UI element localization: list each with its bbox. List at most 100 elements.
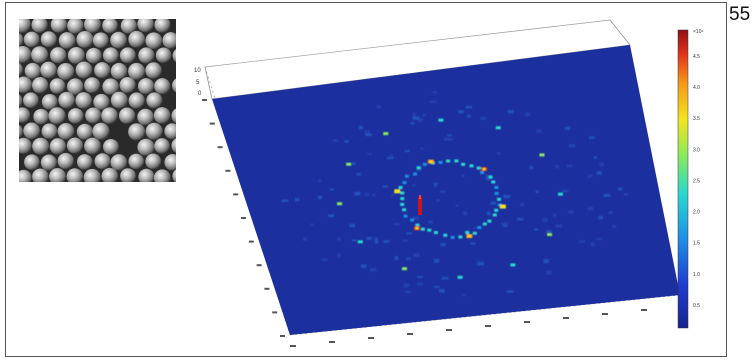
speckle (596, 237, 603, 241)
sphere (138, 47, 155, 64)
sphere (85, 47, 102, 64)
sphere (153, 107, 171, 124)
sphere (110, 62, 128, 80)
speckle (593, 156, 597, 159)
speckle (337, 237, 341, 241)
sphere (101, 107, 118, 125)
speckle (358, 125, 363, 130)
speckle (555, 164, 559, 169)
sphere (128, 92, 145, 109)
colorbar-tick-label: 1.5 (693, 241, 700, 247)
speckle (566, 164, 573, 168)
speckle (386, 156, 394, 160)
diffraction-spot (547, 233, 553, 237)
sphere (172, 49, 176, 63)
speckle (350, 162, 356, 165)
sphere (137, 19, 154, 33)
speckle (337, 253, 341, 258)
speckle (394, 256, 399, 261)
sphere (137, 138, 155, 156)
diffraction-spot (410, 218, 415, 222)
diffraction-spot (482, 168, 486, 171)
diffraction-spot (488, 175, 493, 179)
diffraction-spot (403, 214, 408, 218)
sphere (145, 32, 163, 50)
diffraction-spot (496, 197, 501, 201)
sphere (19, 124, 24, 139)
speckle (448, 138, 454, 141)
speckle (461, 293, 466, 296)
sphere (92, 32, 109, 49)
sphere (67, 46, 85, 64)
axis-tick-mark (329, 341, 335, 343)
sphere (57, 62, 75, 81)
speckle (506, 290, 514, 293)
sphere (85, 107, 102, 124)
axis-tick-mark (368, 337, 374, 339)
sphere (19, 169, 32, 182)
speckle (433, 182, 438, 187)
sphere (102, 19, 118, 34)
speckle (564, 126, 570, 130)
sphere (19, 19, 31, 33)
speckle (486, 211, 491, 216)
speckle (422, 113, 426, 117)
sphere (164, 153, 176, 171)
diffraction-spot (510, 263, 516, 267)
axis-tick-mark (217, 146, 223, 149)
speckle (404, 290, 412, 294)
diffraction-spot (401, 267, 407, 271)
speckle (519, 202, 525, 207)
speckle (356, 172, 362, 176)
speckle (536, 129, 542, 134)
speckle (417, 282, 423, 286)
speckle (611, 224, 617, 228)
diffraction-spot (443, 233, 448, 237)
axis-tick-mark (256, 264, 262, 267)
speckle (281, 199, 289, 203)
sphere (76, 154, 93, 170)
sphere (76, 31, 94, 49)
colorbar-tick-label: 1.0 (693, 272, 700, 278)
sphere (154, 78, 171, 95)
axis-tick-mark (602, 313, 608, 315)
speckle (440, 242, 446, 247)
diffraction-spot (461, 162, 466, 166)
speckle (588, 136, 595, 139)
speckle (501, 222, 509, 225)
speckle (428, 220, 434, 224)
diffraction-spot (416, 166, 421, 170)
speckle (617, 187, 623, 191)
speckle (302, 237, 307, 241)
speckle (590, 242, 596, 247)
speckle (555, 224, 563, 228)
speckle (349, 223, 355, 227)
sphere (31, 77, 49, 94)
diffraction-spot (557, 192, 563, 196)
diffraction-spot (427, 228, 432, 232)
sphere (145, 122, 163, 140)
sphere (110, 91, 128, 109)
speckle (374, 239, 378, 244)
speckle (603, 193, 611, 198)
diffraction-spot (346, 162, 352, 166)
sphere (23, 92, 39, 109)
sphere (19, 62, 23, 77)
speckle (318, 195, 323, 200)
axis-tick-mark (290, 345, 296, 347)
speckle (436, 198, 440, 202)
sphere (83, 168, 101, 182)
speckle (321, 258, 328, 262)
speckle (598, 215, 603, 220)
speckle (406, 232, 413, 235)
diffraction-spot (422, 162, 427, 166)
diffraction-spot (494, 185, 499, 189)
speckle (417, 117, 423, 122)
speckle (360, 264, 367, 268)
diffraction-spot (480, 171, 485, 175)
speckle (447, 134, 452, 137)
z-tick-10: 10 (194, 68, 201, 74)
axis-tick-mark (524, 321, 530, 323)
speckle (329, 188, 334, 191)
speckle (413, 216, 420, 221)
